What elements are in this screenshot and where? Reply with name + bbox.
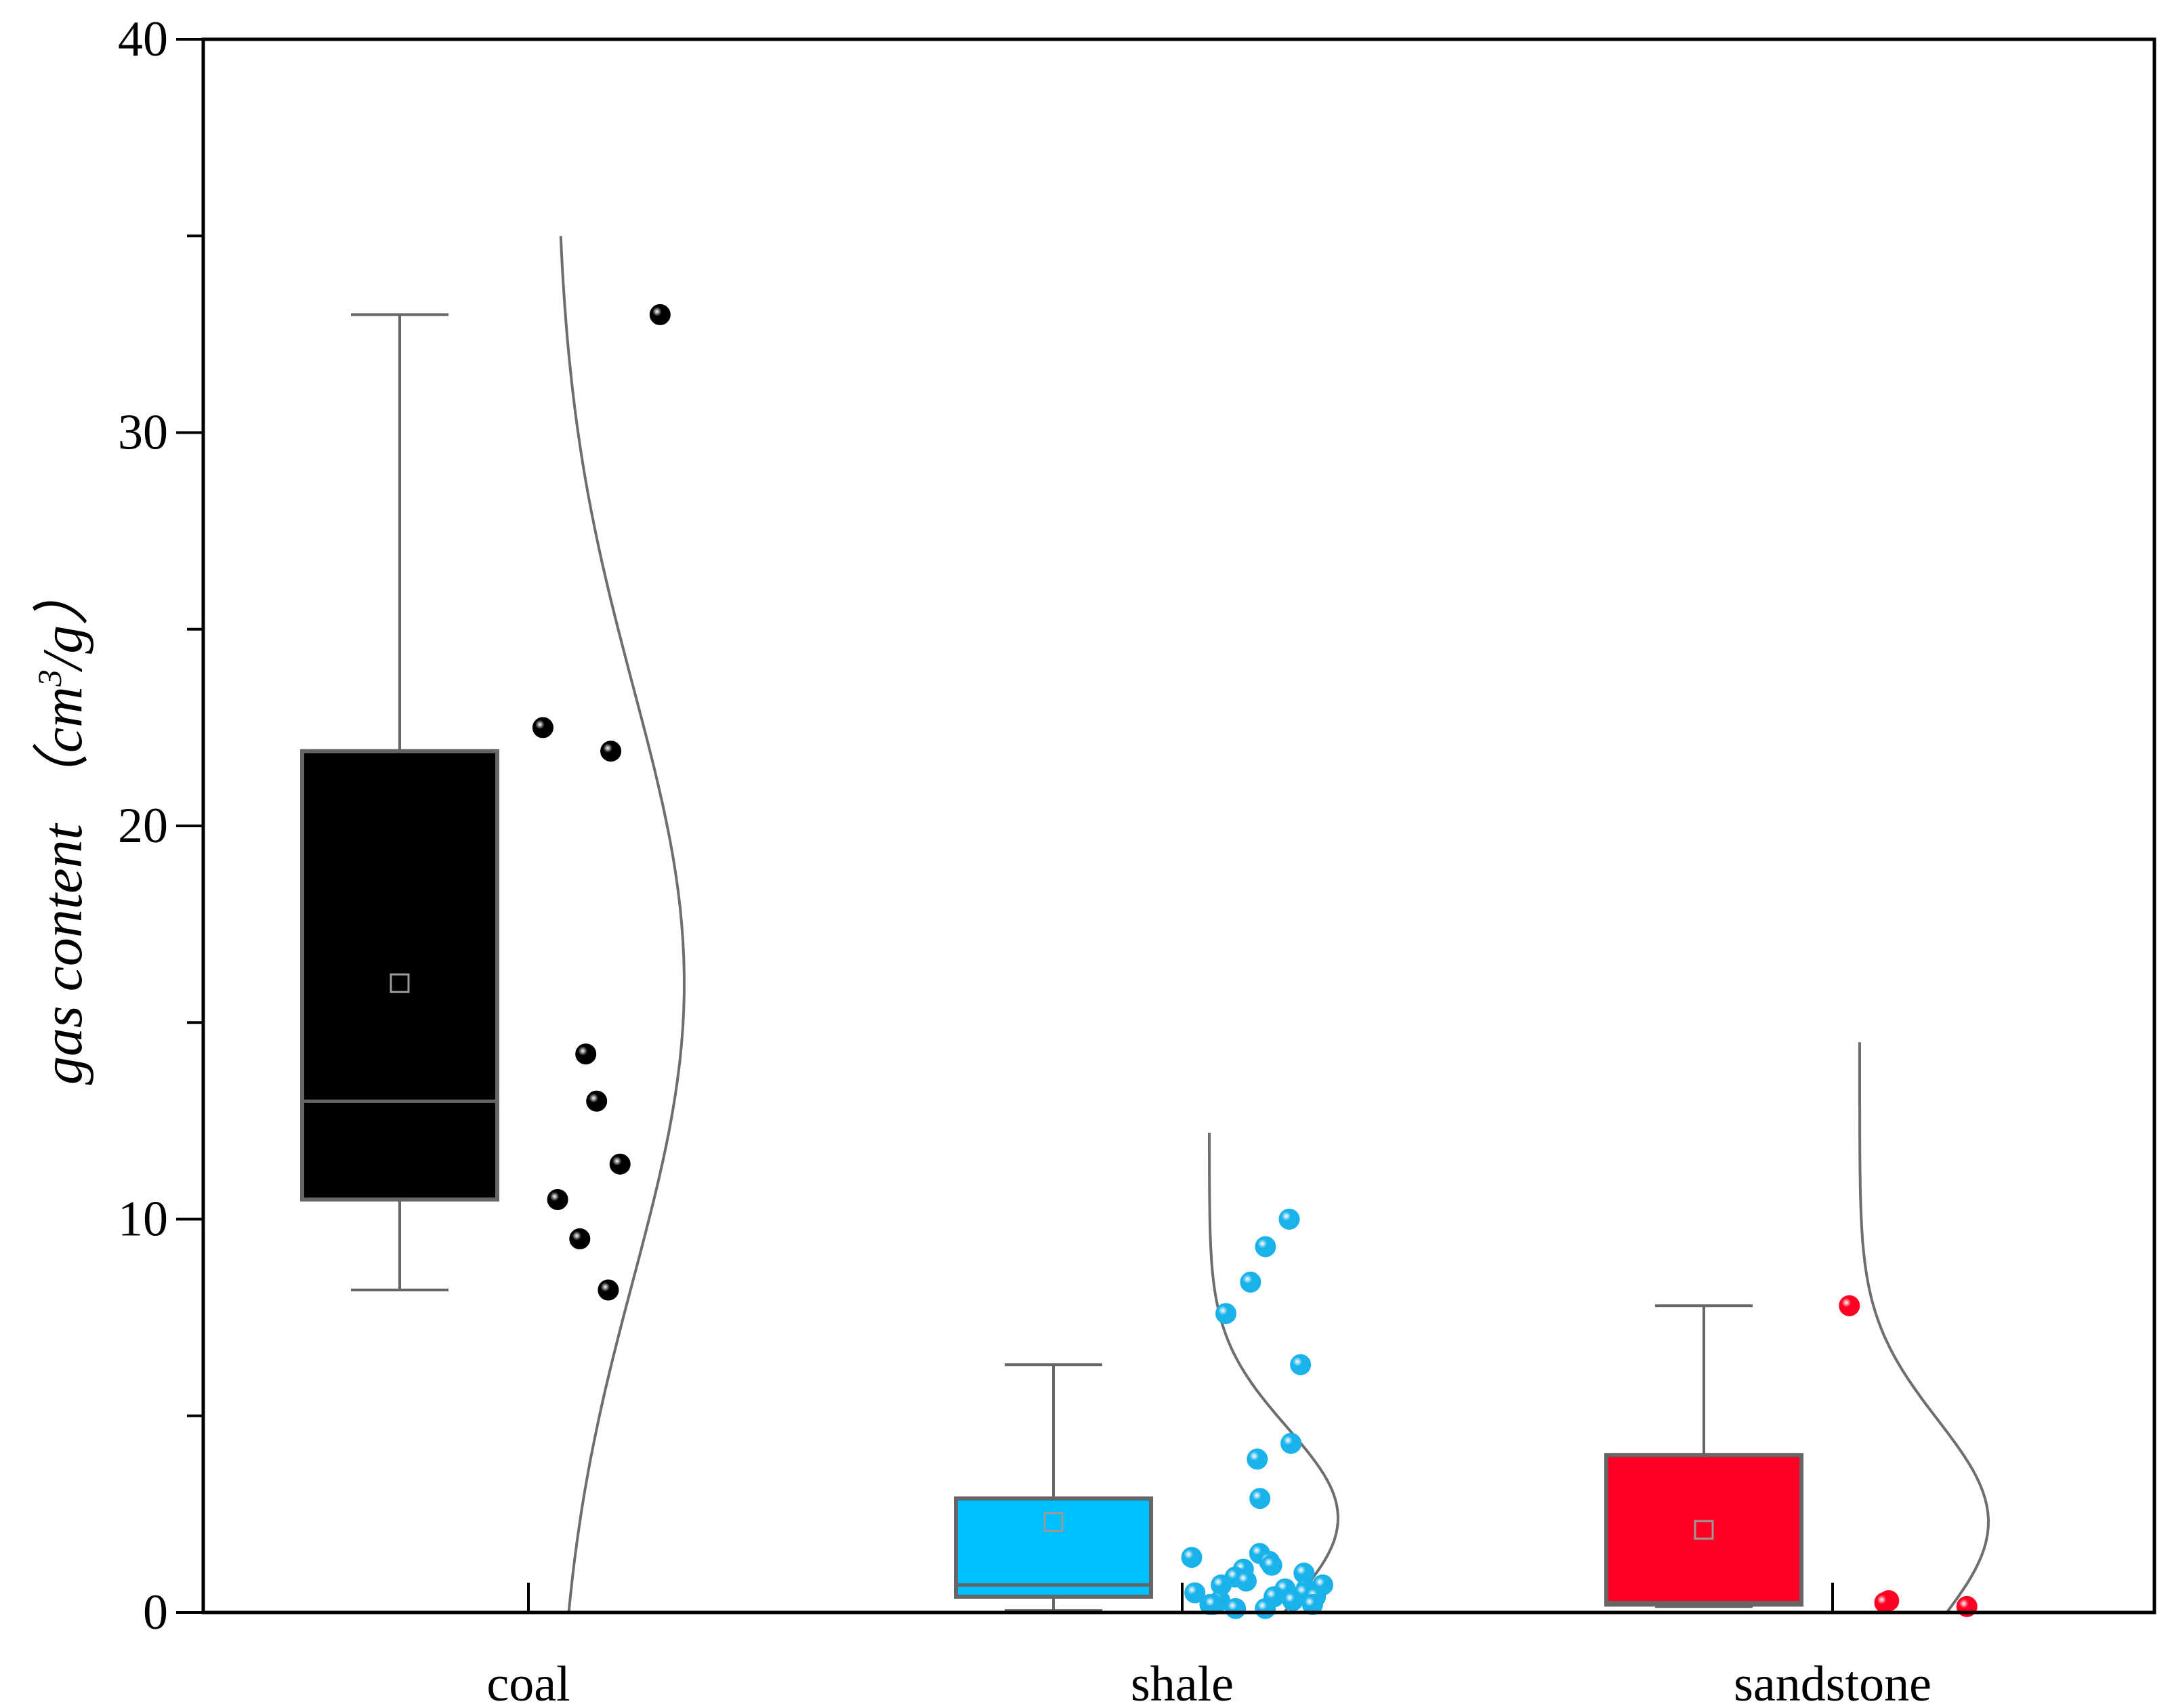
data-point — [569, 1228, 591, 1249]
y-axis-title-superscript: 3 — [30, 669, 68, 687]
data-point — [1215, 1303, 1236, 1325]
data-point — [1290, 1354, 1312, 1375]
data-point — [1236, 1570, 1257, 1592]
distribution-curve — [559, 236, 686, 1613]
data-point — [609, 1153, 631, 1175]
data-point — [586, 1090, 608, 1112]
data-point — [1255, 1598, 1276, 1619]
y-tick-label: 40 — [118, 12, 168, 67]
data-point — [547, 1189, 568, 1210]
data-point — [1874, 1592, 1896, 1613]
y-axis-title-prefix: gas content （cm — [31, 686, 94, 1085]
x-tick-label-sandstone: sandstone — [1734, 1657, 1931, 1708]
data-point — [575, 1043, 597, 1065]
x-tick-label-coal: coal — [486, 1657, 570, 1708]
y-axis-title: gas content （cm3/g） — [30, 568, 94, 1085]
data-point — [1301, 1594, 1323, 1615]
y-tick-label: 20 — [118, 798, 168, 854]
data-point — [1184, 1582, 1206, 1604]
data-point — [1839, 1295, 1860, 1316]
data-point — [598, 1279, 619, 1301]
data-point — [1240, 1271, 1261, 1293]
data-point — [600, 741, 622, 762]
series-shale — [954, 1132, 1340, 1619]
data-point — [1225, 1598, 1247, 1619]
box-shale — [954, 1496, 1153, 1599]
series-coal — [300, 236, 686, 1613]
y-tick-label: 10 — [118, 1192, 168, 1247]
data-point — [1280, 1432, 1302, 1454]
box-sandstone — [1604, 1453, 1803, 1607]
distribution-curve — [1858, 1042, 1990, 1614]
plot-area — [300, 236, 1990, 1619]
data-point — [1247, 1449, 1268, 1470]
data-point — [1278, 1209, 1300, 1230]
data-point — [1203, 1594, 1224, 1615]
data-point — [532, 717, 554, 738]
axes: 0 10 20 30 40 coal shale sandstone — [118, 12, 2156, 1708]
data-point — [1255, 1236, 1276, 1257]
series-sandstone — [1604, 1042, 1990, 1617]
mean-marker — [390, 973, 410, 993]
data-point — [1181, 1547, 1203, 1568]
mean-marker — [1043, 1512, 1064, 1532]
data-point — [1282, 1590, 1303, 1612]
mean-marker — [1694, 1520, 1714, 1540]
data-point — [1249, 1488, 1271, 1509]
x-tick-label-shale: shale — [1131, 1657, 1234, 1708]
data-point — [1261, 1554, 1282, 1576]
y-tick-label: 0 — [143, 1585, 168, 1640]
data-point — [649, 304, 671, 325]
distribution-curve — [1208, 1132, 1340, 1614]
y-axis-title-suffix: /g） — [31, 568, 94, 672]
y-tick-label: 30 — [118, 405, 168, 461]
